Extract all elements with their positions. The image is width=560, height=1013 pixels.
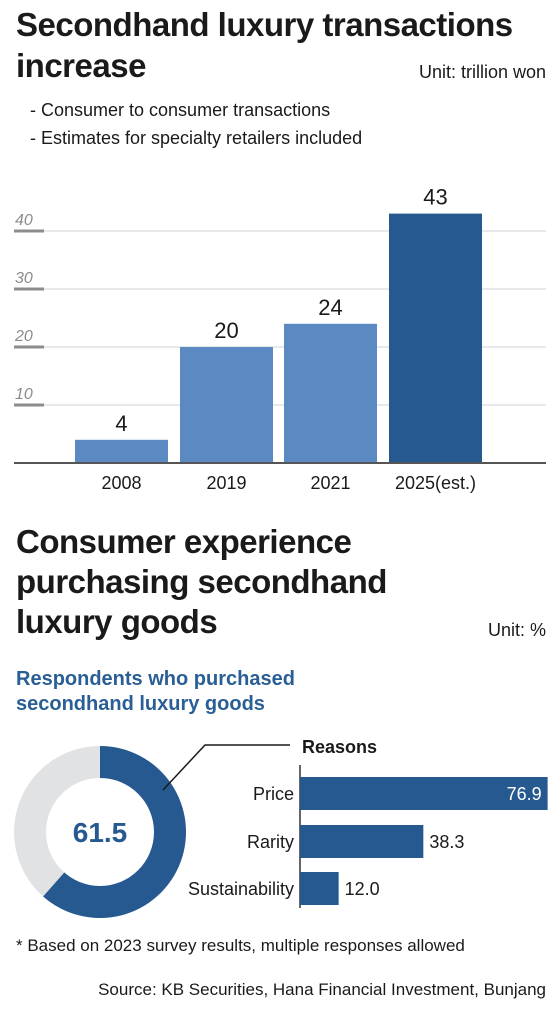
reasons-chart: Reasons Price 76.9 Rarity 38.3 Sustainability… — [188, 737, 548, 908]
bar — [389, 213, 482, 463]
source: Source: KB Securities, Hana Financial In… — [98, 980, 546, 999]
tick-label: 30 — [15, 270, 33, 287]
bar — [75, 439, 168, 463]
donut-title: Respondents who purchased secondhand lux… — [16, 668, 295, 715]
tick-label: 40 — [15, 212, 33, 229]
footnote: * Based on 2023 survey results, multiple… — [16, 936, 465, 955]
reason-value-label: 76.9 — [507, 784, 542, 804]
reason-label: Sustainability — [188, 879, 294, 899]
reasons-title: Reasons — [302, 737, 377, 757]
reason-value-label: 12.0 — [345, 879, 380, 899]
section2-title: Consumer experience purchasing secondhan… — [16, 523, 387, 640]
reason-label: Rarity — [247, 832, 294, 852]
reason-bar — [300, 872, 339, 905]
reason-value-label: 38.3 — [429, 832, 464, 852]
note-line-1: - Consumer to consumer transactions — [30, 100, 331, 120]
bar — [284, 323, 377, 463]
category-label: 2025(est.) — [395, 473, 476, 493]
bar-value-label: 43 — [423, 185, 447, 210]
bar-value-label: 4 — [115, 411, 127, 436]
bar-value-label: 20 — [214, 318, 238, 343]
bar-chart: 10 20 30 40 4 2008 20 2019 24 2021 43 2025(est.) — [14, 185, 546, 493]
reason-bar — [300, 777, 548, 810]
unit-label: Unit: trillion won — [418, 62, 546, 82]
category-label: 2019 — [206, 473, 246, 493]
category-label: 2021 — [310, 473, 350, 493]
chart-title: Secondhand luxury transactions increase — [16, 6, 513, 84]
section2-unit-label: Unit: % — [487, 620, 546, 640]
tick-label: 10 — [15, 386, 33, 403]
category-label: 2008 — [101, 473, 141, 493]
bar — [180, 347, 273, 463]
bar-value-label: 24 — [318, 295, 342, 320]
leader-line — [162, 744, 290, 791]
donut-hole — [46, 778, 154, 886]
donut-center-value: 61.5 — [73, 817, 128, 848]
note-line-2: - Estimates for specialty retailers incl… — [30, 128, 363, 148]
reason-label: Price — [253, 784, 294, 804]
tick-label: 20 — [14, 328, 33, 345]
reason-bar — [300, 825, 424, 858]
donut-chart: 61.5 — [14, 744, 290, 918]
